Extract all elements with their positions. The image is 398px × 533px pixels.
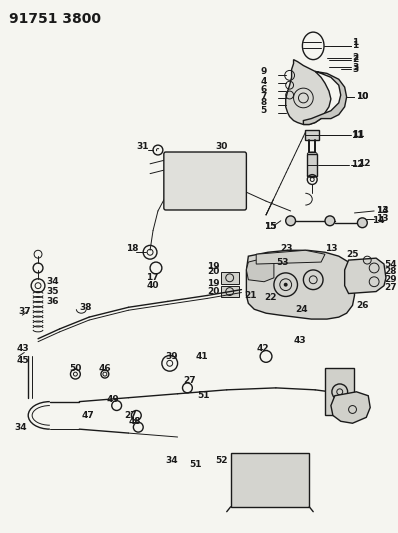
Text: 20: 20 <box>207 287 219 296</box>
Text: 34: 34 <box>166 456 178 465</box>
Polygon shape <box>286 60 331 125</box>
Text: 11: 11 <box>351 131 363 140</box>
Bar <box>231 453 309 507</box>
Text: 27: 27 <box>125 411 137 420</box>
Text: 4: 4 <box>260 77 267 86</box>
Text: 25: 25 <box>347 250 359 259</box>
Polygon shape <box>256 251 325 264</box>
Text: 14: 14 <box>376 206 389 215</box>
Text: 2: 2 <box>353 53 359 62</box>
Bar <box>213 160 224 197</box>
Text: 91751 3800: 91751 3800 <box>8 12 101 27</box>
Text: 13: 13 <box>376 214 388 223</box>
Text: 17: 17 <box>146 273 159 282</box>
Text: 6: 6 <box>260 85 266 94</box>
Bar <box>221 272 238 284</box>
Text: 14: 14 <box>372 216 385 225</box>
Text: 29: 29 <box>384 275 396 284</box>
Text: 10: 10 <box>357 92 369 101</box>
Text: 3: 3 <box>353 63 359 72</box>
Text: 40: 40 <box>146 281 159 290</box>
Text: 48: 48 <box>129 417 141 426</box>
Text: 18: 18 <box>127 244 139 253</box>
Text: 9: 9 <box>260 67 267 76</box>
Text: 42: 42 <box>256 344 269 353</box>
Text: 54: 54 <box>384 260 396 269</box>
Bar <box>227 160 238 197</box>
Text: 27: 27 <box>384 283 396 292</box>
Text: 23: 23 <box>280 244 292 253</box>
Text: 51: 51 <box>197 391 210 400</box>
Text: 12: 12 <box>359 159 371 168</box>
Text: 52: 52 <box>215 456 227 465</box>
Text: 19: 19 <box>207 279 220 288</box>
Bar <box>185 160 196 197</box>
Text: 1: 1 <box>353 42 359 51</box>
Text: 27: 27 <box>183 376 196 384</box>
Bar <box>172 160 183 197</box>
Text: 1: 1 <box>353 38 359 47</box>
Text: 12: 12 <box>351 160 363 169</box>
Bar <box>305 131 319 140</box>
FancyBboxPatch shape <box>164 152 246 210</box>
Text: 8: 8 <box>260 99 266 107</box>
Text: 15: 15 <box>264 222 277 231</box>
Text: 15: 15 <box>264 222 277 231</box>
Text: 43: 43 <box>294 336 306 345</box>
Circle shape <box>284 282 288 287</box>
Text: 43: 43 <box>16 344 29 353</box>
Bar <box>221 286 238 297</box>
Polygon shape <box>345 258 386 294</box>
Text: 26: 26 <box>357 301 369 310</box>
Text: 34: 34 <box>14 423 27 432</box>
Polygon shape <box>246 251 355 319</box>
Text: 38: 38 <box>79 303 92 312</box>
Circle shape <box>286 216 296 225</box>
Text: 20: 20 <box>207 268 219 277</box>
Text: 41: 41 <box>195 352 208 361</box>
Text: 34: 34 <box>46 277 59 286</box>
Text: 13: 13 <box>376 206 388 215</box>
Polygon shape <box>303 71 347 125</box>
Text: 2: 2 <box>353 55 359 64</box>
Bar <box>325 368 355 415</box>
Text: 31: 31 <box>137 142 149 151</box>
Text: 19: 19 <box>207 262 220 271</box>
Polygon shape <box>331 392 370 423</box>
Polygon shape <box>246 258 274 282</box>
Text: 36: 36 <box>46 297 59 306</box>
Text: 5: 5 <box>260 106 266 115</box>
Text: 37: 37 <box>18 306 31 316</box>
Text: 30: 30 <box>215 142 227 151</box>
Bar <box>199 160 210 197</box>
Text: 49: 49 <box>107 395 119 404</box>
Text: 24: 24 <box>296 305 308 314</box>
Text: 10: 10 <box>357 92 369 101</box>
Text: 47: 47 <box>81 411 94 420</box>
Text: 28: 28 <box>384 268 396 277</box>
Text: 39: 39 <box>166 352 178 361</box>
Bar <box>307 154 317 175</box>
Text: 3: 3 <box>353 65 359 74</box>
Text: 53: 53 <box>276 257 289 266</box>
Text: 35: 35 <box>46 287 59 296</box>
Circle shape <box>357 218 367 228</box>
Text: 50: 50 <box>70 364 82 373</box>
Text: 51: 51 <box>189 460 202 469</box>
Text: 46: 46 <box>99 364 111 373</box>
Text: 7: 7 <box>260 92 267 101</box>
Text: 13: 13 <box>325 244 338 253</box>
Text: 11: 11 <box>353 130 365 139</box>
Text: 21: 21 <box>244 291 257 300</box>
Text: 45: 45 <box>16 356 29 365</box>
Text: 22: 22 <box>264 293 277 302</box>
Circle shape <box>325 216 335 225</box>
